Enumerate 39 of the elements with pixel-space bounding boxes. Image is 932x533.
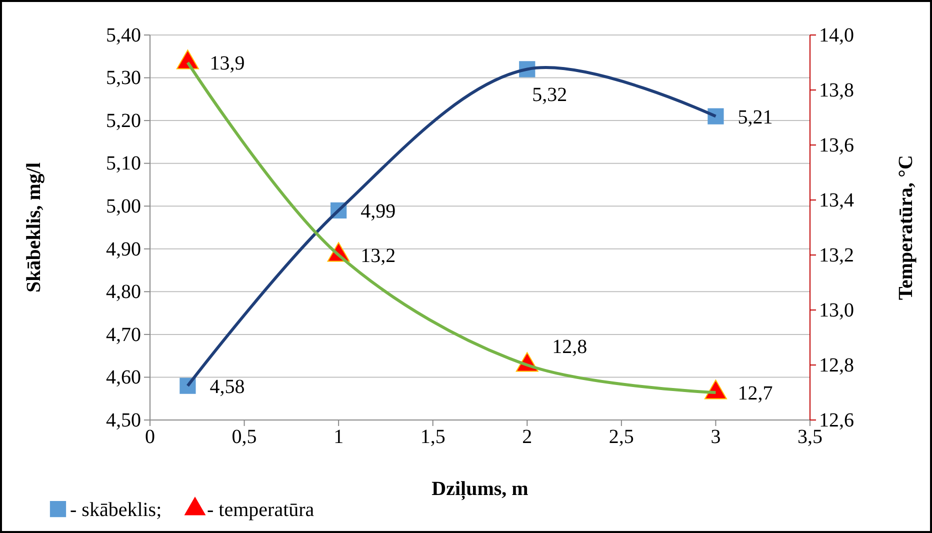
data-label: 4,99 (360, 200, 396, 222)
x-tick-label: 3,5 (798, 426, 822, 448)
x-tick-label: 3 (710, 426, 721, 448)
y2-tick-label: 13,4 (819, 189, 854, 212)
legend-label: - temperatūra (207, 499, 314, 521)
y-tick-label: 4,70 (106, 324, 141, 346)
y2-tick-label: 14,0 (819, 24, 854, 46)
data-label: 4,58 (210, 376, 245, 398)
y2-tick-label: 12,8 (819, 354, 854, 376)
x-axis-title: Dziļums, m (432, 478, 529, 501)
y2-tick-label: 13,2 (819, 244, 854, 266)
x-tick-label: 1 (334, 426, 344, 448)
y-tick-label: 4,50 (106, 409, 141, 432)
data-label: 13,2 (360, 245, 396, 267)
x-tick-label: 2,5 (608, 426, 634, 448)
y2-axis-title: Temperatūra, °C (895, 154, 917, 300)
x-tick-label: 1,5 (420, 426, 446, 448)
y-tick-label: 5,00 (106, 196, 141, 218)
data-label: 12,7 (738, 382, 773, 404)
data-label: 13,9 (210, 52, 245, 74)
x-tick-label: 2 (522, 426, 532, 448)
y-tick-label: 5,20 (106, 110, 141, 132)
y2-tick-label: 13,0 (819, 299, 854, 322)
data-label: 5,32 (532, 84, 568, 106)
x-tick-label: 0 (145, 426, 155, 448)
y2-tick-label: 13,8 (819, 79, 854, 102)
y-tick-label: 4,60 (106, 366, 141, 389)
legend-label: - skābeklis; (70, 499, 162, 521)
y-tick-label: 5,30 (106, 67, 141, 90)
point (708, 108, 724, 124)
y-tick-label: 5,40 (106, 24, 141, 46)
y-tick-label: 5,10 (106, 152, 141, 175)
y2-tick-label: 13,6 (819, 134, 854, 156)
data-label: 5,21 (738, 106, 773, 128)
y-axis-title: Skābeklis, mg/l (23, 162, 45, 293)
y-tick-label: 4,90 (106, 238, 141, 260)
x-tick-label: 0,5 (232, 426, 257, 448)
data-label: 12,8 (552, 336, 588, 358)
y-tick-label: 4,80 (106, 281, 141, 304)
